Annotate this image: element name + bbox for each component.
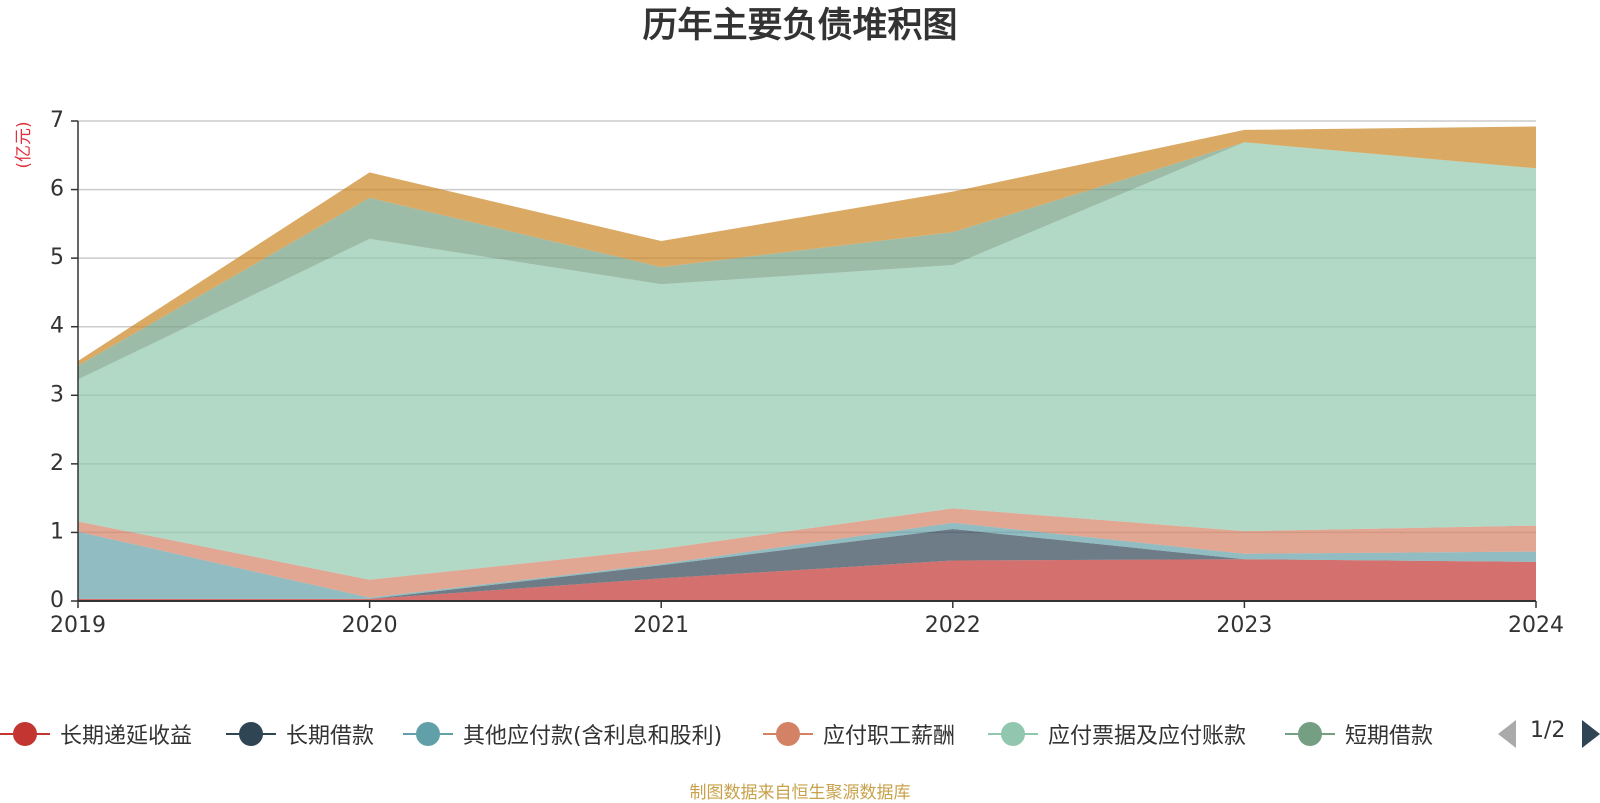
area-series-6[interactable] bbox=[78, 126, 1536, 366]
legend-marker-icon bbox=[1285, 721, 1335, 747]
legend-label: 长期递延收益 bbox=[60, 724, 193, 749]
legend-marker-icon bbox=[763, 721, 813, 747]
y-tick-label: 2 bbox=[50, 451, 64, 476]
stacked-area-chart: 0 1 2 3 4 5 6 7 2019 2020 2021 2022 2023 2024 (亿元) bbox=[14, 108, 1564, 638]
legend-marker-icon bbox=[988, 721, 1038, 747]
series-areas bbox=[78, 126, 1536, 601]
legend-marker-icon bbox=[0, 721, 50, 747]
x-tick-label: 2023 bbox=[1216, 613, 1272, 638]
legend-label: 其他应付款(含利息和股利) bbox=[463, 724, 723, 749]
area-series-2[interactable] bbox=[78, 522, 1536, 599]
y-tick-label: 5 bbox=[50, 245, 64, 270]
x-tick-label: 2019 bbox=[50, 613, 106, 638]
legend-label: 应付票据及应付账款 bbox=[1048, 724, 1247, 749]
legend-label: 应付职工薪酬 bbox=[823, 724, 956, 749]
area-series-4[interactable] bbox=[78, 142, 1536, 580]
area-series-3[interactable] bbox=[78, 508, 1536, 598]
legend-marker-icon bbox=[226, 721, 276, 747]
legend-marker-icon bbox=[403, 721, 453, 747]
y-tick-label: 4 bbox=[50, 314, 64, 339]
legend-label: 长期借款 bbox=[286, 724, 375, 749]
area-series-0[interactable] bbox=[78, 559, 1536, 601]
legend: 长期递延收益 长期借款 其他应付款(含利息和股利) 应付职工薪酬 应付票据及应付账款 短期… bbox=[0, 712, 1600, 756]
axes: 0 1 2 3 4 5 6 7 2019 2020 2021 2022 2023 2024 bbox=[50, 108, 1564, 638]
area-series-1[interactable] bbox=[78, 529, 1536, 599]
legend-item[interactable]: 应付票据及应付账款 bbox=[988, 712, 1246, 756]
legend-item[interactable]: 长期递延收益 bbox=[0, 712, 192, 756]
legend-next-page-icon[interactable] bbox=[1582, 720, 1600, 748]
y-tick-label: 7 bbox=[50, 108, 64, 133]
x-tick-label: 2022 bbox=[925, 613, 981, 638]
y-tick-label: 6 bbox=[50, 177, 64, 202]
y-axis-unit-label: (亿元) bbox=[14, 121, 34, 168]
y-tick-label: 3 bbox=[50, 382, 64, 407]
legend-page-indicator: 1/2 bbox=[1530, 718, 1566, 743]
legend-prev-page-icon[interactable] bbox=[1498, 720, 1516, 748]
source-note: 制图数据来自恒生聚源数据库 bbox=[689, 783, 911, 803]
legend-label: 短期借款 bbox=[1345, 724, 1434, 749]
legend-item[interactable]: 短期借款 bbox=[1285, 712, 1433, 756]
x-tick-label: 2020 bbox=[342, 613, 398, 638]
x-tick-label: 2024 bbox=[1508, 613, 1564, 638]
legend-items: 长期递延收益 长期借款 其他应付款(含利息和股利) 应付职工薪酬 应付票据及应付账款 短期… bbox=[0, 712, 1462, 756]
legend-item[interactable]: 应付职工薪酬 bbox=[763, 712, 955, 756]
legend-item[interactable]: 长期借款 bbox=[226, 712, 374, 756]
y-tick-label: 0 bbox=[50, 588, 64, 613]
area-series-5[interactable] bbox=[78, 142, 1536, 380]
chart-title: 历年主要负债堆积图 bbox=[642, 6, 958, 46]
x-tick-label: 2021 bbox=[633, 613, 689, 638]
y-tick-label: 1 bbox=[50, 519, 64, 544]
legend-item[interactable]: 其他应付款(含利息和股利) bbox=[403, 712, 722, 756]
